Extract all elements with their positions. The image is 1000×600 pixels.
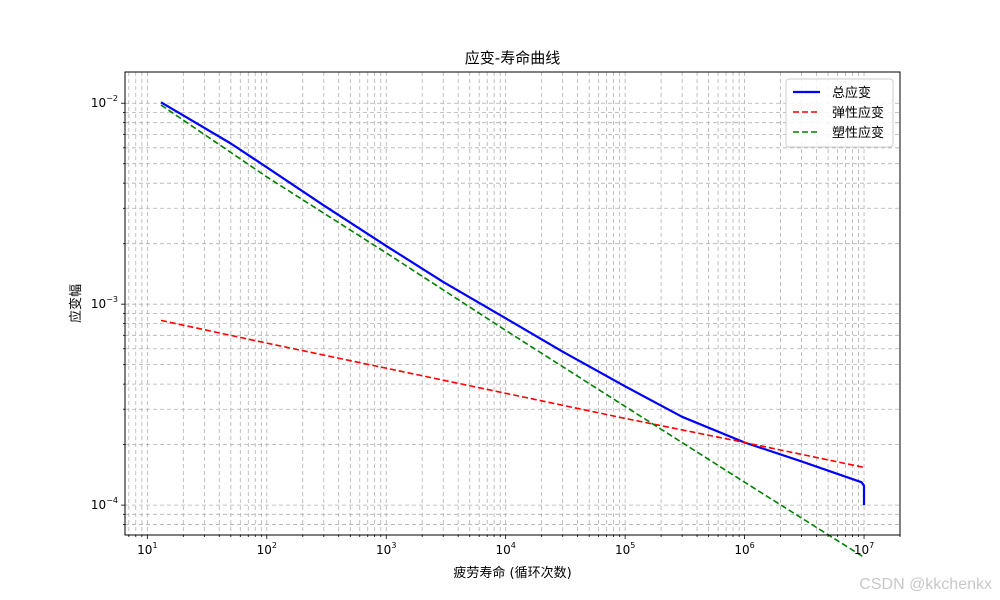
y-tick-label: 10−2 [91, 94, 118, 110]
series-line-2 [160, 319, 865, 469]
grid [125, 72, 901, 535]
x-tick-label: 104 [496, 541, 516, 557]
x-tick-label: 102 [257, 541, 277, 557]
x-tick-label: 103 [376, 541, 396, 557]
y-tick-label: 10−4 [91, 496, 118, 512]
x-tick-label: 101 [137, 541, 157, 557]
x-axis-title: 疲劳寿命 (循环次数) [453, 565, 571, 581]
plot-frame [124, 71, 901, 536]
y-axis-title: 应变幅 [68, 284, 84, 323]
legend-box [785, 78, 894, 148]
x-tick-label: 107 [854, 541, 874, 557]
y-tick-label: 10−3 [91, 295, 118, 311]
legend-label: 弹性应变 [832, 105, 884, 121]
series-line-1 [160, 101, 866, 506]
x-tick-label: 106 [734, 541, 754, 557]
series-line-3 [160, 104, 865, 558]
legend-label: 总应变 [832, 85, 871, 101]
legend-label: 塑性应变 [832, 125, 884, 141]
watermark: CSDN @kkchenkx [859, 576, 992, 593]
series-layer [160, 101, 866, 558]
axes-ticks: 101 102 103 104 105 106 107 10−2 10−3 10−4 [91, 94, 901, 557]
x-tick-label: 105 [615, 541, 635, 557]
chart-title: 应变-寿命曲线 [465, 49, 560, 67]
